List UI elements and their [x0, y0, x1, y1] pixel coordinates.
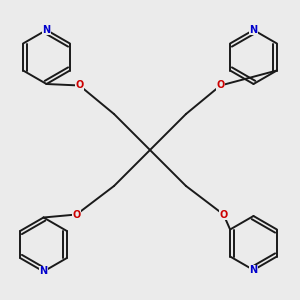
Text: O: O: [219, 209, 228, 220]
Text: O: O: [216, 80, 225, 91]
Text: N: N: [39, 266, 48, 277]
Text: N: N: [42, 25, 51, 35]
Text: N: N: [249, 265, 258, 275]
Text: O: O: [75, 80, 84, 91]
Text: O: O: [72, 209, 81, 220]
Text: N: N: [249, 25, 258, 35]
